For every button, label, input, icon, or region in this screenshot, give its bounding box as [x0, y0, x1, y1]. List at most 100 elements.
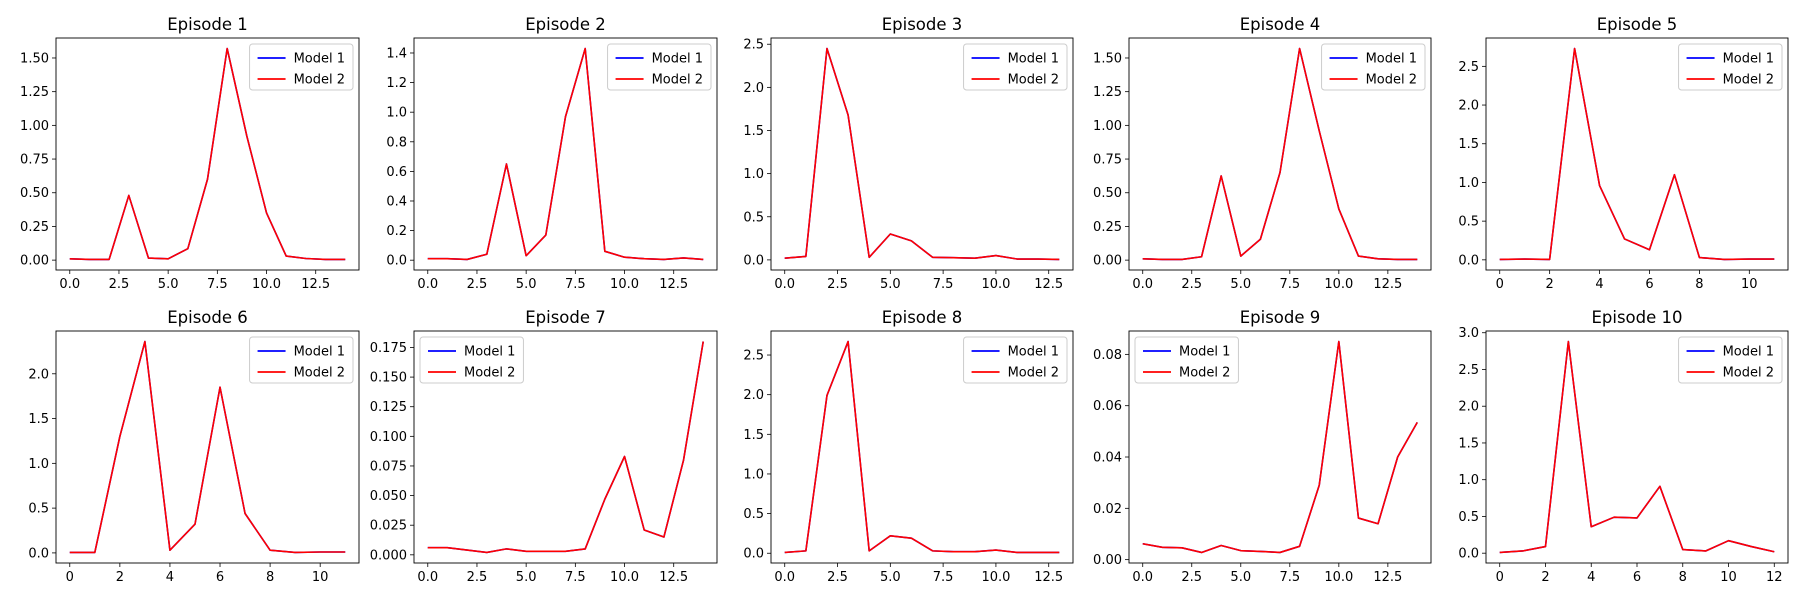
chart-0-xtick-label: 7.5: [207, 277, 228, 292]
chart-9-ytick-label: 0.0: [1458, 547, 1479, 562]
chart-6-ytick-label: 0.050: [370, 489, 407, 504]
chart-6-xtick-label: 2.5: [467, 570, 488, 585]
chart-0-ytick-label: 1.00: [20, 119, 49, 134]
chart-1-legend: Model 1 Model 2: [607, 43, 712, 91]
chart-1-xtick-label: 2.5: [467, 277, 488, 292]
chart-0-ytick-label: 0.50: [20, 186, 49, 201]
chart-7-ytick-label: 1.0: [743, 467, 764, 482]
chart-7-ytick-label: 2.0: [743, 388, 764, 403]
chart-3-ytick-label: 0.75: [1093, 153, 1122, 168]
chart-3-xtick-label: 5.0: [1230, 277, 1251, 292]
chart-5-xtick-label: 6: [216, 570, 224, 585]
chart-4-xtick-label: 6: [1645, 277, 1653, 292]
chart-8-xtick-label: 12.5: [1373, 570, 1402, 585]
chart-2-axes-frame: [770, 37, 1074, 271]
chart-1-xtick-label: 0.0: [417, 277, 438, 292]
chart-3-title: Episode 4: [1240, 15, 1321, 34]
chart-6-title: Episode 7: [525, 308, 606, 327]
chart-9-xtick-label: 8: [1679, 570, 1687, 585]
chart-8-xtick-label: 10.0: [1324, 570, 1353, 585]
chart-9-xtick-label: 10: [1720, 570, 1737, 585]
chart-5-legend-label-1: Model 1: [294, 345, 345, 360]
chart-5-axes-frame: [55, 330, 360, 564]
chart-2-xtick-label: 12.5: [1034, 277, 1063, 292]
chart-4-xtick-label: 2: [1546, 277, 1554, 292]
chart-8-series-2-line: [1142, 340, 1418, 554]
chart-1-ytick-label: 1.2: [386, 76, 407, 91]
chart-6-ytick-label: 0.125: [370, 400, 407, 415]
chart-0-legend: Model 1 Model 2: [249, 43, 354, 91]
chart-3-ytick-label: 0.25: [1093, 220, 1122, 235]
chart-1-ytick-label: 0.2: [386, 224, 407, 239]
chart-3-axes-frame: [1128, 37, 1432, 271]
chart-1-xtick-label: 10.0: [610, 277, 639, 292]
chart-7-legend-label-2: Model 2: [1008, 366, 1059, 381]
chart-7-legend-label-1: Model 1: [1008, 345, 1059, 360]
chart-9-ytick-label: 2.5: [1458, 363, 1479, 378]
chart-6-xtick-label: 5.0: [516, 570, 537, 585]
chart-2-xtick-label: 2.5: [827, 277, 848, 292]
chart-0-legend-label-2: Model 2: [294, 73, 345, 88]
chart-0-xtick-label: 2.5: [109, 277, 130, 292]
chart-1-xtick-label: 7.5: [565, 277, 586, 292]
chart-6-xtick-label: 0.0: [417, 570, 438, 585]
chart-4-legend-label-1: Model 1: [1723, 52, 1774, 67]
chart-3-xtick-label: 2.5: [1181, 277, 1202, 292]
chart-5-ytick-label: 1.0: [28, 457, 49, 472]
chart-6-xtick-label: 10.0: [610, 570, 639, 585]
chart-2-xtick-label: 0.0: [774, 277, 795, 292]
chart-4-xtick-label: 4: [1595, 277, 1603, 292]
chart-9-title: Episode 10: [1591, 308, 1682, 327]
chart-7-series-2-line: [784, 340, 1060, 554]
chart-3-ytick-label: 0.50: [1093, 186, 1122, 201]
chart-9-xtick-label: 6: [1633, 570, 1641, 585]
chart-3-panel: Episode 4 0.0 2.5 5.0 7.5 10.0 12.5 0.00 0.25 0.5…: [1093, 15, 1432, 292]
chart-8-panel: Episode 9 0.0 2.5 5.0 7.5 10.0 12.5 0.00 0.02 0.0…: [1093, 308, 1432, 585]
chart-1-xtick-label: 5.0: [516, 277, 537, 292]
chart-1-ytick-label: 0.0: [386, 254, 407, 269]
chart-3-xtick-label: 12.5: [1373, 277, 1402, 292]
chart-7-ytick-label: 0.5: [743, 507, 764, 522]
chart-4-ytick-label: 1.0: [1458, 176, 1479, 191]
chart-0-ytick-label: 1.50: [20, 51, 49, 66]
chart-3-legend: Model 1 Model 2: [1321, 43, 1426, 91]
chart-5-xtick-label: 4: [166, 570, 174, 585]
chart-7-xtick-label: 0.0: [774, 570, 795, 585]
chart-1-ytick-label: 1.0: [386, 106, 407, 121]
chart-9-xtick-label: 0: [1496, 570, 1504, 585]
chart-3-ytick-label: 1.50: [1093, 51, 1122, 66]
chart-9-ytick-label: 1.5: [1458, 436, 1479, 451]
chart-7-title: Episode 8: [882, 308, 963, 327]
chart-0-ytick-label: 0.00: [20, 254, 49, 269]
chart-9-axes-frame: [1485, 330, 1789, 564]
chart-6-ytick-label: 0.150: [370, 371, 407, 386]
chart-3-series-2-line: [1142, 47, 1418, 261]
chart-9-panel: Episode 10 0 2 4 6 8 10 12 0.0 0.5 1.0 1.5 2.0 2.5 3.0…: [1458, 308, 1789, 585]
chart-1-legend-label-1: Model 1: [652, 52, 703, 67]
chart-8-xtick-label: 7.5: [1279, 570, 1300, 585]
chart-8-xtick-label: 2.5: [1181, 570, 1202, 585]
chart-6-xtick-label: 12.5: [659, 570, 688, 585]
chart-8-axes-frame: [1128, 330, 1432, 564]
chart-8-legend-label-1: Model 1: [1179, 345, 1230, 360]
chart-0-xtick-label: 12.5: [301, 277, 330, 292]
chart-9-xtick-label: 4: [1587, 570, 1595, 585]
chart-2-ytick-label: 1.5: [743, 124, 764, 139]
chart-6-axes-frame: [413, 330, 718, 564]
chart-9-xtick-label: 12: [1766, 570, 1783, 585]
chart-8-ytick-label: 0.02: [1093, 502, 1122, 517]
chart-5-title: Episode 6: [167, 308, 248, 327]
chart-7-ytick-label: 0.0: [743, 547, 764, 562]
chart-6-panel: Episode 7 0.0 2.5 5.0 7.5 10.0 12.5 0.000 0.025 0…: [370, 308, 718, 585]
chart-4-ytick-label: 0.0: [1458, 253, 1479, 268]
chart-5-legend-label-2: Model 2: [294, 366, 345, 381]
chart-7-xtick-label: 2.5: [827, 570, 848, 585]
chart-2-legend: Model 1 Model 2: [963, 43, 1068, 91]
chart-9-series-2-line: [1499, 340, 1775, 554]
chart-9-ytick-label: 2.0: [1458, 400, 1479, 415]
chart-9-legend-label-2: Model 2: [1723, 366, 1774, 381]
chart-4-xtick-label: 8: [1695, 277, 1703, 292]
chart-8-ytick-label: 0.06: [1093, 399, 1122, 414]
